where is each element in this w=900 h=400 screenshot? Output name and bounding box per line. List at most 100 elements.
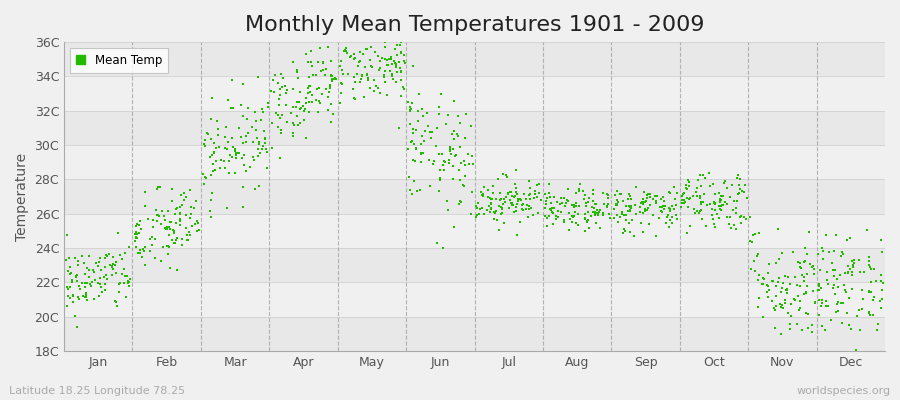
Point bbox=[797, 291, 812, 298]
Bar bbox=[64, 76, 885, 111]
Point bbox=[874, 237, 888, 243]
Point bbox=[861, 258, 876, 265]
Point bbox=[237, 112, 251, 119]
Point bbox=[401, 99, 416, 106]
Point bbox=[600, 192, 615, 198]
Point bbox=[423, 129, 437, 135]
Point bbox=[483, 204, 498, 211]
Point bbox=[146, 217, 160, 224]
Point bbox=[236, 204, 250, 210]
Point bbox=[821, 280, 835, 287]
Point bbox=[562, 209, 576, 216]
Point bbox=[168, 206, 183, 212]
Point bbox=[130, 221, 144, 227]
Point bbox=[100, 276, 114, 282]
Point bbox=[172, 210, 186, 216]
Point bbox=[337, 71, 351, 78]
Point bbox=[580, 216, 595, 223]
Point bbox=[411, 118, 426, 124]
Point bbox=[325, 78, 339, 84]
Point bbox=[662, 190, 677, 196]
Point bbox=[359, 72, 374, 78]
Point bbox=[232, 150, 247, 156]
Point bbox=[409, 146, 423, 152]
Point bbox=[68, 313, 82, 319]
Point bbox=[380, 62, 394, 68]
Point bbox=[485, 196, 500, 202]
Point bbox=[722, 221, 736, 228]
Point bbox=[579, 203, 593, 209]
Point bbox=[261, 104, 275, 110]
Point bbox=[355, 72, 369, 78]
Point bbox=[176, 236, 190, 242]
Point bbox=[377, 55, 392, 62]
Point bbox=[173, 216, 187, 222]
Point bbox=[383, 54, 398, 60]
Point bbox=[205, 95, 220, 101]
Point bbox=[93, 255, 107, 261]
Point bbox=[99, 252, 113, 259]
Point bbox=[624, 203, 638, 210]
Point bbox=[610, 202, 625, 209]
Point bbox=[286, 120, 301, 126]
Point bbox=[482, 194, 497, 201]
Point bbox=[406, 157, 420, 163]
Point bbox=[348, 79, 363, 86]
Point bbox=[420, 122, 435, 129]
Point bbox=[412, 187, 427, 193]
Point bbox=[146, 224, 160, 230]
Point bbox=[687, 206, 701, 212]
Point bbox=[855, 296, 869, 302]
Point bbox=[380, 56, 394, 63]
Point bbox=[770, 292, 784, 299]
Point bbox=[610, 201, 625, 207]
Point bbox=[166, 230, 181, 236]
Point bbox=[860, 227, 874, 233]
Point bbox=[739, 195, 753, 202]
Point bbox=[121, 277, 135, 284]
Point bbox=[485, 183, 500, 189]
Point bbox=[229, 155, 243, 162]
Point bbox=[441, 160, 455, 166]
Point bbox=[503, 197, 517, 203]
Point bbox=[720, 214, 734, 221]
Point bbox=[611, 199, 625, 205]
Point bbox=[435, 150, 449, 157]
Point bbox=[328, 76, 343, 82]
Point bbox=[312, 45, 327, 51]
Point bbox=[482, 203, 496, 210]
Point bbox=[259, 165, 274, 171]
Point bbox=[814, 285, 828, 291]
Point bbox=[84, 283, 98, 290]
Point bbox=[390, 68, 404, 75]
Point bbox=[320, 44, 335, 50]
Point bbox=[203, 208, 218, 214]
Point bbox=[351, 59, 365, 65]
Point bbox=[563, 216, 578, 222]
Bar bbox=[64, 42, 885, 76]
Point bbox=[547, 194, 562, 200]
Point bbox=[795, 265, 809, 272]
Point bbox=[61, 286, 76, 293]
Point bbox=[246, 139, 260, 145]
Point bbox=[366, 88, 381, 94]
Point bbox=[324, 72, 338, 78]
Point bbox=[623, 204, 637, 210]
Point bbox=[830, 300, 844, 307]
Point bbox=[133, 247, 148, 253]
Point bbox=[780, 290, 795, 296]
Point bbox=[743, 214, 758, 220]
Point bbox=[592, 207, 607, 214]
Point bbox=[394, 68, 409, 74]
Point bbox=[496, 200, 510, 207]
Point bbox=[394, 49, 409, 56]
Point bbox=[91, 280, 105, 286]
Point bbox=[669, 202, 683, 208]
Point bbox=[596, 212, 610, 218]
Point bbox=[73, 285, 87, 292]
Point bbox=[690, 177, 705, 183]
Point bbox=[770, 303, 784, 310]
Point bbox=[268, 72, 283, 78]
Point bbox=[405, 100, 419, 107]
Point bbox=[864, 266, 878, 272]
